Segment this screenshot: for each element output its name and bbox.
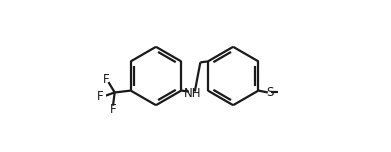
Text: F: F: [97, 90, 104, 103]
Text: S: S: [266, 86, 274, 99]
Text: F: F: [103, 73, 109, 86]
Text: NH: NH: [184, 87, 202, 100]
Text: F: F: [109, 103, 116, 116]
